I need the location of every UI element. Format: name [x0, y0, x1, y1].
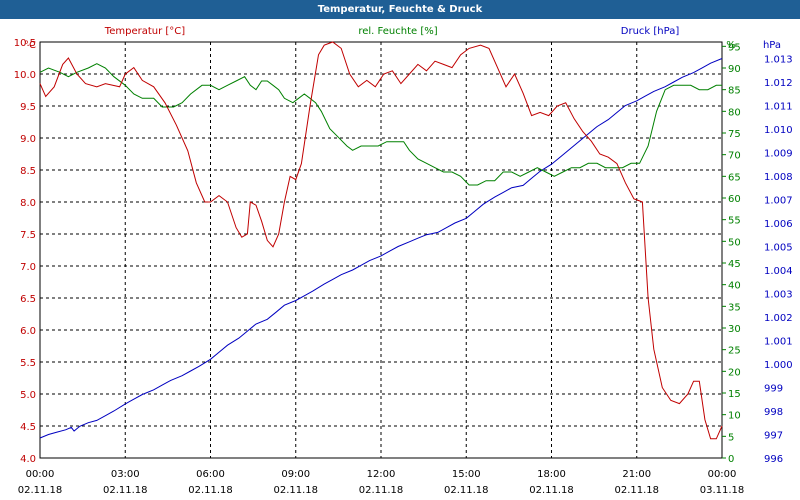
pressure-tick-label: 998	[764, 407, 783, 418]
temperature-tick-label: 4.0	[20, 454, 36, 465]
temperature-tick-label: 10.5	[14, 38, 36, 49]
humidity-axis: 0 5 10 15 20 25 30 35 40 45 50 55 60 65 70 75 80 85 90 95	[722, 42, 741, 465]
x-tick-date: 02.11.18	[444, 485, 489, 496]
humidity-tick-label: 75	[728, 129, 741, 140]
humidity-tick-label: 20	[728, 367, 741, 378]
pressure-tick-label: 997	[764, 430, 783, 441]
x-tick-time: 15:00	[452, 469, 481, 480]
x-tick-date: 03.11.18	[700, 485, 745, 496]
x-tick-time: 09:00	[281, 469, 310, 480]
temperature-tick-label: 10.0	[14, 70, 36, 81]
pressure-tick-label: 1.013	[764, 54, 793, 65]
humidity-tick-label: 90	[728, 64, 741, 75]
temperature-axis: 4.0 4.5 5.0 5.5 6.0 6.5 7.0 7.5 8.0 8.5 9.0 9.5 10.0…	[14, 38, 36, 465]
humidity-tick-label: 15	[728, 389, 741, 400]
x-tick-time: 06:00	[196, 469, 225, 480]
x-tick-time: 21:00	[622, 469, 651, 480]
temperature-tick-label: 6.5	[20, 294, 36, 305]
x-tick-time: 00:00	[26, 469, 55, 480]
pressure-tick-label: 1.003	[764, 289, 793, 300]
x-tick-date: 02.11.18	[614, 485, 659, 496]
humidity-tick-label: 50	[728, 237, 741, 248]
humidity-tick-label: 25	[728, 346, 741, 357]
pressure-tick-label: 996	[764, 454, 783, 465]
x-tick-date: 02.11.18	[359, 485, 404, 496]
humidity-tick-label: 95	[728, 42, 741, 53]
humidity-series-line	[39, 63, 722, 186]
pressure-tick-label: 1.010	[764, 125, 793, 136]
pressure-tick-label: 1.008	[764, 172, 793, 183]
humidity-tick-label: 65	[728, 172, 741, 183]
pressure-tick-label: 1.002	[764, 313, 793, 324]
pressure-axis: 996 997 998 999 1.000 1.001 1.002 1.003 1.004 1.0…	[764, 54, 793, 465]
grid	[39, 41, 723, 459]
humidity-tick-label: 70	[728, 151, 741, 162]
pressure-tick-label: 1.009	[764, 148, 793, 159]
chart-title: Temperatur, Feuchte & Druck	[0, 0, 800, 19]
pressure-tick-label: 1.000	[764, 360, 793, 371]
humidity-tick-label: 0	[728, 454, 734, 465]
pressure-tick-label: 1.004	[764, 266, 793, 277]
x-tick-date: 02.11.18	[103, 485, 148, 496]
humidity-tick-label: 40	[728, 281, 741, 292]
pressure-tick-label: 999	[764, 383, 783, 394]
pressure-tick-label: 1.007	[764, 195, 793, 206]
temperature-tick-label: 8.5	[20, 166, 36, 177]
temperature-tick-label: 9.0	[20, 134, 36, 145]
pressure-series-label: Druck [hPa]	[621, 26, 680, 37]
pressure-unit-label: hPa	[763, 40, 781, 51]
temperature-tick-label: 9.5	[20, 102, 36, 113]
x-tick-date: 02.11.18	[529, 485, 574, 496]
temperature-tick-label: 7.5	[20, 230, 36, 241]
pressure-tick-label: 1.001	[764, 336, 793, 347]
humidity-tick-label: 55	[728, 216, 741, 227]
humidity-tick-label: 30	[728, 324, 741, 335]
temperature-series-line	[39, 41, 723, 440]
humidity-tick-label: 5	[728, 432, 734, 443]
x-tick-time: 00:00	[708, 469, 737, 480]
temperature-tick-label: 6.0	[20, 326, 36, 337]
temperature-tick-label: 7.0	[20, 262, 36, 273]
x-tick-date: 02.11.18	[18, 485, 63, 496]
pressure-tick-label: 1.006	[764, 219, 793, 230]
pressure-tick-label: 1.012	[764, 78, 793, 89]
humidity-tick-label: 10	[728, 411, 741, 422]
pressure-tick-label: 1.005	[764, 242, 793, 253]
humidity-tick-label: 45	[728, 259, 741, 270]
humidity-tick-label: 60	[728, 194, 741, 205]
humidity-series-label: rel. Feuchte [%]	[358, 26, 437, 37]
x-tick-date: 02.11.18	[273, 485, 318, 496]
temperature-series-label: Temperatur [°C]	[104, 26, 185, 37]
plot-frame	[39, 41, 723, 459]
x-tick-time: 12:00	[367, 469, 396, 480]
time-axis: 00:00 02.11.18 03:00 02.11.18 06:00 02.11.18 0…	[18, 469, 745, 496]
humidity-tick-label: 35	[728, 302, 741, 313]
temperature-tick-label: 5.0	[20, 390, 36, 401]
pressure-series-line	[39, 58, 723, 439]
humidity-tick-label: 80	[728, 107, 741, 118]
temperature-tick-label: 4.5	[20, 422, 36, 433]
x-tick-time: 03:00	[111, 469, 140, 480]
temperature-tick-label: 8.0	[20, 198, 36, 209]
humidity-tick-label: 85	[728, 86, 741, 97]
temperature-unit-label: °C	[24, 40, 36, 51]
x-tick-time: 18:00	[537, 469, 566, 480]
temperature-tick-label: 5.5	[20, 358, 36, 369]
x-tick-date: 02.11.18	[188, 485, 233, 496]
pressure-tick-label: 1.011	[764, 101, 793, 112]
humidity-unit-label: %	[726, 40, 736, 51]
